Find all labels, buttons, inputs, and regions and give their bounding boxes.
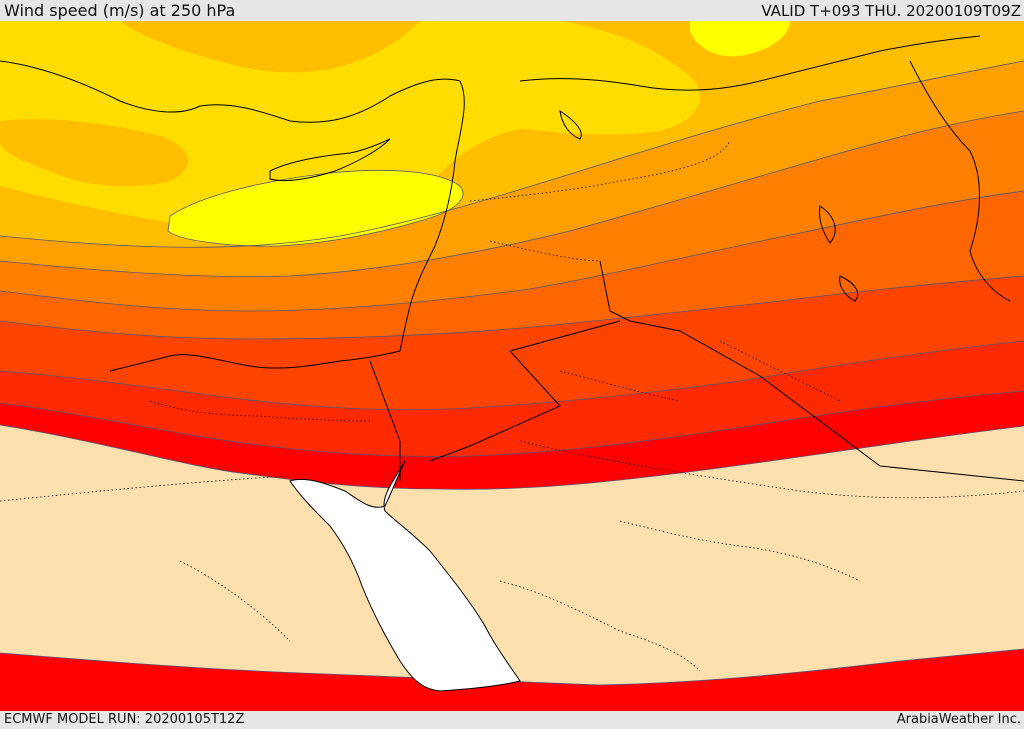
band-max-yellow	[168, 170, 464, 247]
wind-speed-map	[0, 21, 1024, 711]
model-run: ECMWF MODEL RUN: 20200105T12Z	[4, 712, 245, 727]
band-8	[0, 21, 700, 232]
coastlines	[0, 35, 1011, 372]
boundaries	[369, 260, 1024, 482]
band-red-south	[0, 649, 1024, 711]
band-max-yellow-ne	[690, 21, 790, 57]
map-title: Wind speed (m/s) at 250 hPa	[4, 1, 236, 20]
red-sea	[289, 460, 521, 692]
footer-bar: ECMWF MODEL RUN: 20200105T12Z ArabiaWeat…	[0, 711, 1024, 729]
credit-text: ArabiaWeather Inc.	[896, 712, 1021, 727]
valid-time: VALID T+093 THU. 20200109T09Z	[761, 2, 1021, 20]
band-orange-top	[120, 21, 420, 73]
header-bar: Wind speed (m/s) at 250 hPa VALID T+093 …	[0, 0, 1024, 21]
band-orange-nw	[0, 119, 189, 187]
country-borders	[0, 140, 1024, 672]
wind-contours	[0, 60, 1024, 686]
